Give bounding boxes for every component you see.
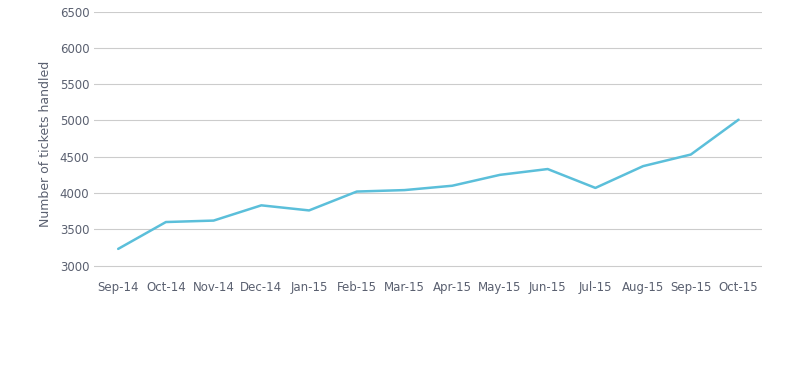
Legend: Number of tickets handled: Number of tickets handled [321,381,535,384]
Y-axis label: Number of tickets handled: Number of tickets handled [39,61,52,227]
